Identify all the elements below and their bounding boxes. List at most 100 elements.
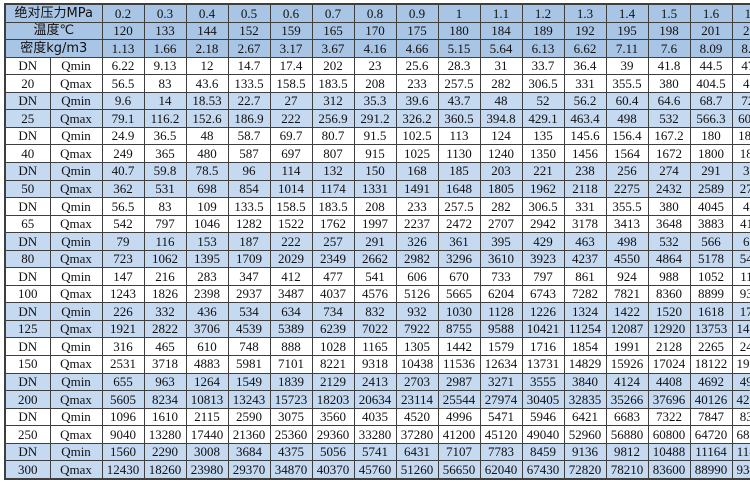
flow-value-cell: 133.5: [227, 74, 271, 93]
flow-value-cell: 40.7: [101, 162, 145, 181]
flow-value-cell: 1522: [269, 214, 313, 234]
flow-value-cell: 226: [101, 302, 145, 321]
flow-value-cell: 332: [143, 302, 187, 321]
dn-label: DN: [4, 162, 51, 181]
flow-value-cell: 3883: [689, 214, 733, 234]
header-temperature-value: 133: [143, 21, 187, 41]
flow-value-cell: 221: [521, 162, 565, 181]
flow-value-cell: 168: [395, 162, 439, 181]
header-density-value: 8.09: [689, 39, 733, 58]
header-density-value: 8.58: [731, 39, 750, 58]
flow-value-cell: 109: [185, 197, 229, 216]
flow-value-cell: 8755: [437, 319, 481, 339]
flow-value-cell: 17.4: [269, 56, 313, 76]
flow-value-cell: 7847: [689, 407, 733, 427]
flow-value-cell: 1096: [101, 407, 145, 427]
flow-value-cell: 6204: [479, 284, 523, 304]
flow-value-cell: 1331: [353, 179, 397, 199]
metric-label: Qmax: [49, 74, 103, 93]
flow-value-cell: 83: [143, 74, 187, 93]
flow-value-cell: 56880: [605, 425, 649, 444]
flow-value-cell: 45120: [479, 425, 523, 444]
flow-value-cell: 2589: [689, 179, 733, 199]
flow-value-cell: 7821: [605, 284, 649, 304]
table-row: DN Qmin 9.6 14 18.53 22.7 27 312 35.3 39.6 43.7 48 5…: [4, 91, 750, 111]
flow-value-cell: 2265: [689, 337, 733, 357]
flow-value-cell: 183.5: [311, 74, 355, 93]
header-absolute-pressure-value: 1.7: [731, 3, 750, 23]
dn-label: DN: [4, 302, 51, 321]
flow-value-cell: 9.6: [101, 91, 145, 111]
flow-value-cell: 655: [101, 372, 145, 392]
header-row-absolute-pressure: 绝对压力MPa 0.2 0.3 0.4 0.5 0.6 0.7 0.8 0.9 1 1.1 1.2 1.…: [4, 3, 750, 23]
flow-value-cell: 361: [437, 232, 481, 251]
flow-value-cell: 257: [311, 232, 355, 251]
flow-value-cell: 3296: [437, 249, 481, 269]
flow-value-cell: 152.6: [185, 109, 229, 128]
metric-label: Qmin: [49, 337, 103, 357]
flow-value-cell: 326.2: [395, 109, 439, 128]
dn-size-value: 150: [4, 355, 51, 374]
header-temperature-value: 165: [311, 21, 355, 41]
flow-value-cell: 807: [311, 144, 355, 164]
flow-value-cell: 208: [353, 74, 397, 93]
flow-value-cell: 1264: [185, 372, 229, 392]
flow-value-cell: 6683: [605, 407, 649, 427]
metric-label: Qmax: [49, 179, 103, 199]
flow-value-cell: 7922: [395, 319, 439, 339]
flow-value-cell: 39.6: [395, 91, 439, 111]
flow-value-cell: 13243: [227, 390, 271, 409]
table-row: DN Qmin 147 216 283 347 412 477 541 606 670 733 797 8…: [4, 267, 750, 286]
flow-value-cell: 20634: [353, 390, 397, 409]
flow-value-cell: 28.3: [437, 56, 481, 76]
flow-value-cell: 797: [143, 214, 187, 234]
metric-label: Qmax: [49, 390, 103, 409]
table-row: 125 Qmax 1921 2822 3706 4539 5389 6239 7022 7922 8…: [4, 319, 750, 339]
header-label-temperature: 温度℃: [4, 21, 103, 41]
flow-value-cell: 1709: [227, 249, 271, 269]
flow-value-cell: 4237: [563, 249, 607, 269]
header-density-value: 1.66: [143, 39, 187, 58]
flow-value-cell: 202: [311, 56, 355, 76]
flow-value-cell: 4576: [353, 284, 397, 304]
flow-value-cell: 42557: [731, 390, 750, 409]
flow-value-cell: 2937: [227, 284, 271, 304]
flow-value-cell: 1014: [269, 179, 313, 199]
flow-value-cell: 606: [395, 267, 439, 286]
flow-value-cell: 274: [647, 162, 691, 181]
flow-value-cell: 309: [731, 162, 750, 181]
flow-value-cell: 29360: [311, 425, 355, 444]
flow-value-cell: 2432: [647, 179, 691, 199]
header-absolute-pressure-value: 1: [437, 3, 481, 23]
flow-value-cell: 988: [647, 267, 691, 286]
flow-value-cell: 56650: [437, 460, 481, 480]
flow-value-cell: 282: [479, 197, 523, 216]
dn-size-value: 200: [4, 390, 51, 409]
flow-value-cell: 18203: [311, 390, 355, 409]
flow-value-cell: 4520: [395, 407, 439, 427]
dn-label: DN: [4, 442, 51, 462]
flow-value-cell: 23: [353, 56, 397, 76]
flow-value-cell: 723: [101, 249, 145, 269]
flow-value-cell: 8221: [311, 355, 355, 374]
flow-value-cell: 2402: [731, 337, 750, 357]
flow-value-cell: 233: [395, 197, 439, 216]
flow-value-cell: 1243: [101, 284, 145, 304]
flow-value-cell: 17024: [647, 355, 691, 374]
flow-value-cell: 1128: [479, 302, 523, 321]
flow-value-cell: 12087: [605, 319, 649, 339]
table-row: 65 Qmax 542 797 1046 1282 1522 1762 1997 2237 2472…: [4, 214, 750, 234]
flow-value-cell: 49040: [521, 425, 565, 444]
flow-value-cell: 9.13: [143, 56, 187, 76]
flow-value-cell: 888: [269, 337, 313, 357]
flow-value-cell: 1549: [227, 372, 271, 392]
flow-value-cell: 498: [605, 109, 649, 128]
flow-value-cell: 158.5: [269, 197, 313, 216]
flow-value-cell: 854: [227, 179, 271, 199]
flow-value-cell: 5946: [521, 407, 565, 427]
metric-label: Qmax: [49, 214, 103, 234]
flow-value-cell: 963: [143, 372, 187, 392]
flow-value-cell: 1240: [479, 144, 523, 164]
flow-value-cell: 12920: [647, 319, 691, 339]
